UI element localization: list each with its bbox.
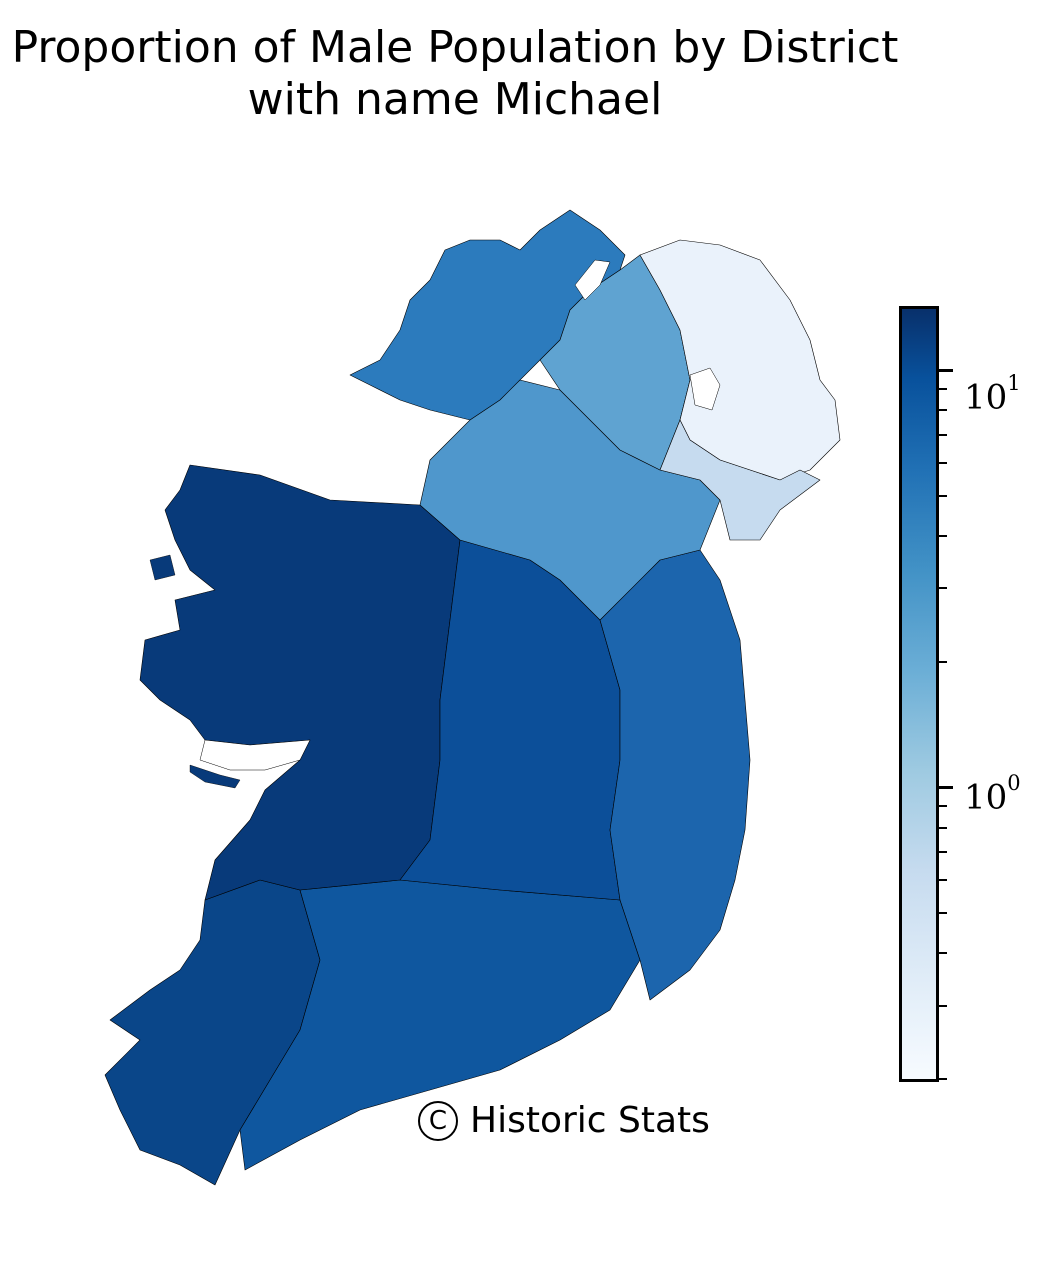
colorbar-minor-tick (939, 461, 947, 464)
lough-neagh (689, 367, 721, 411)
island-achill (149, 554, 176, 581)
colorbar-minor-tick (939, 850, 947, 853)
map-title-line2: with name Michael (247, 74, 663, 125)
map-title: Proportion of Male Population by Distric… (0, 22, 910, 126)
colorbar-minor-tick (939, 409, 947, 412)
colorbar-label-10-0: 100 (964, 771, 1021, 818)
colorbar-major-tick (939, 786, 953, 790)
colorbar-minor-tick (939, 535, 947, 538)
colorbar-minor-tick (939, 805, 947, 808)
colorbar-label-10-1: 101 (964, 371, 1021, 418)
colorbar-minor-tick (939, 878, 947, 881)
colorbar-minor-tick (939, 494, 947, 497)
region-north-east (639, 239, 841, 481)
colorbar-minor-tick (939, 388, 947, 391)
colorbar-major-tick (939, 368, 953, 372)
colorbar-minor-tick (939, 587, 947, 590)
region-north-east-coast (659, 419, 821, 541)
region-west (139, 464, 461, 901)
galway-bay (199, 739, 311, 771)
colorbar-minor-tick (939, 826, 947, 829)
credit: C Historic Stats (418, 1100, 710, 1141)
colorbar-minor-tick (939, 660, 947, 663)
region-east (599, 549, 751, 1001)
colorbar-minor-tick (939, 952, 947, 955)
colorbar-minor-tick (939, 433, 947, 436)
map-title-line1: Proportion of Male Population by Distric… (11, 22, 899, 73)
tick-exponent: 0 (1007, 771, 1021, 795)
credit-text: Historic Stats (470, 1100, 710, 1141)
colorbar-minor-tick (939, 911, 947, 914)
lough-swilly (574, 259, 611, 301)
island-aran (189, 764, 241, 789)
colorbar (899, 306, 939, 1082)
copyright-icon: C (418, 1100, 458, 1141)
colorbar-minor-tick (939, 1078, 947, 1080)
tick-exponent: 1 (1007, 371, 1021, 395)
colorbar-minor-tick (939, 1004, 947, 1007)
tick-base: 10 (964, 377, 1008, 418)
tick-base: 10 (964, 777, 1008, 818)
